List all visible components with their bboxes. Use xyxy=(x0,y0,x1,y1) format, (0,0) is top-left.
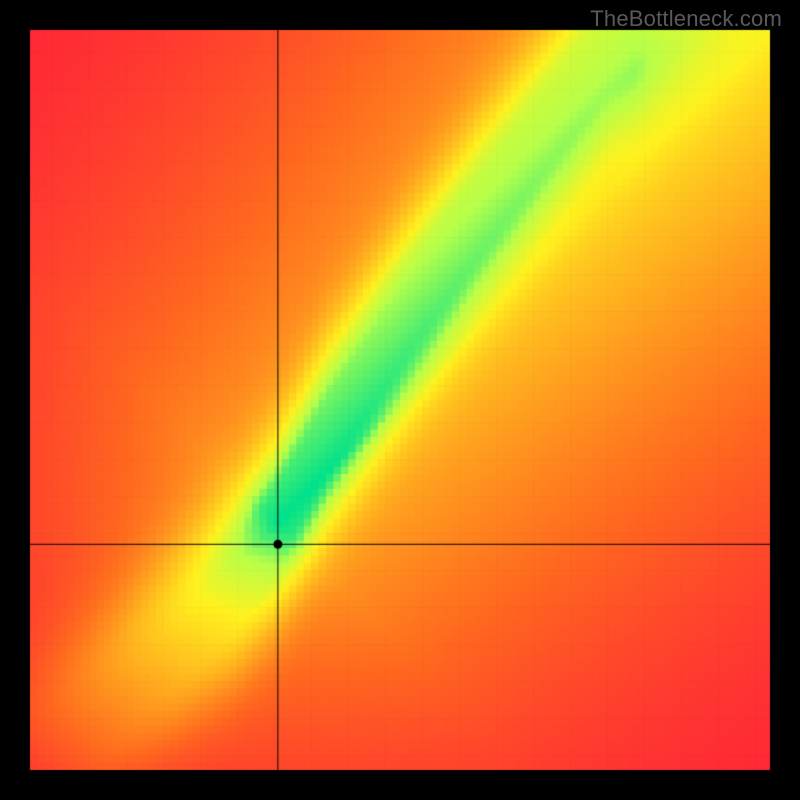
watermark-text: TheBottleneck.com xyxy=(590,6,782,32)
chart-container: TheBottleneck.com xyxy=(0,0,800,800)
heatmap-canvas xyxy=(0,0,800,800)
